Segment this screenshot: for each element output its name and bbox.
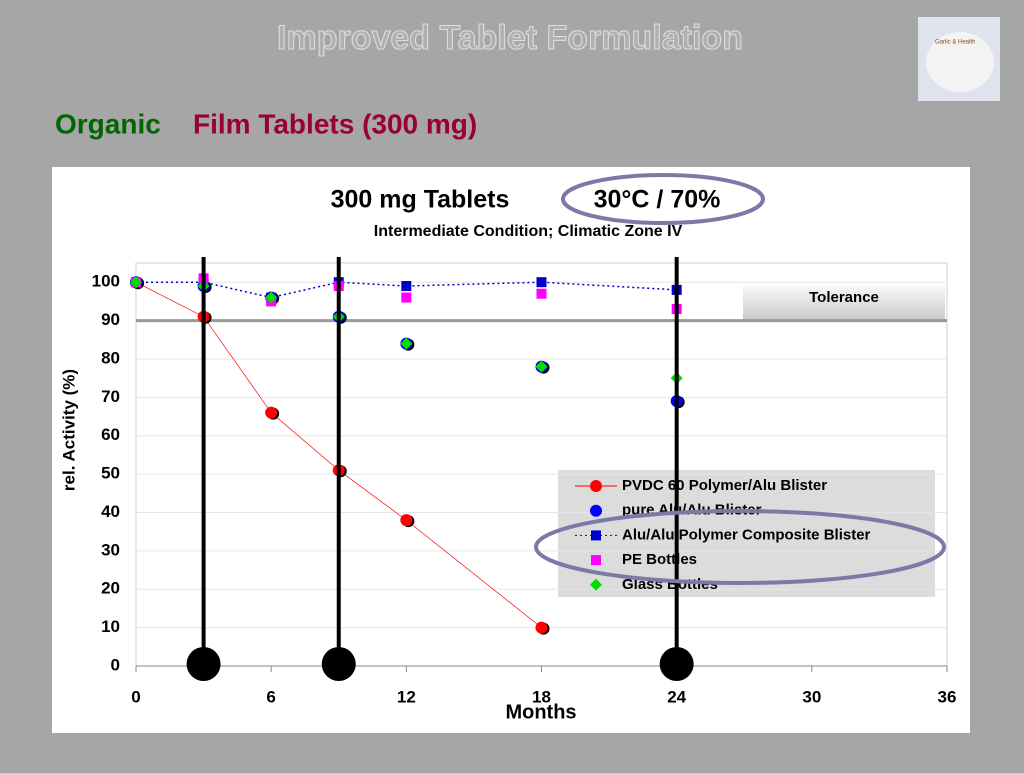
chart-subtitle: Intermediate Condition; Climatic Zone IV (374, 223, 683, 240)
logo-text: Garlic & Health (935, 40, 975, 46)
y-tick-label: 90 (101, 310, 120, 329)
highlight-dot (659, 647, 694, 681)
data-point (401, 281, 412, 292)
data-point (130, 276, 142, 289)
legend-marker (591, 555, 601, 566)
chart-title: 300 mg Tablets (331, 186, 510, 214)
highlight-ellipse (561, 173, 765, 225)
legend-marker (590, 504, 602, 517)
chart-condition: 30°C / 70% (594, 186, 721, 214)
x-tick-label: 30 (802, 687, 821, 706)
legend-label: PVDC 60 Polymer/Alu Blister (622, 477, 827, 494)
x-tick-label: 36 (938, 687, 957, 706)
plot: 0 10 20 30 40 50 60 70 80 90 100 0 6 12 18 24 30 36 PVDC 6… (92, 257, 957, 706)
y-tick-label: 100 (92, 272, 120, 291)
data-point (535, 621, 548, 634)
tolerance-box (743, 281, 945, 321)
data-point (536, 277, 547, 288)
data-point (535, 360, 548, 373)
y-tick-label: 70 (101, 387, 120, 406)
y-tick-label: 50 (101, 464, 120, 483)
x-tick-label: 18 (532, 687, 551, 706)
y-tick-label: 40 (101, 502, 120, 521)
legend-marker (590, 578, 602, 591)
y-tick-label: 10 (101, 617, 120, 636)
data-point (265, 291, 278, 304)
data-point (400, 337, 413, 350)
subtitle-organic: Organic (55, 108, 161, 139)
x-tick-label: 24 (667, 687, 686, 706)
highlight-dot (186, 647, 221, 681)
x-tick-label: 12 (397, 687, 416, 706)
legend-marker (591, 530, 601, 541)
logo-shape (926, 32, 994, 92)
y-tick-label: 80 (101, 348, 120, 367)
highlight-dot (321, 647, 356, 681)
y-axis-label: rel. Activity (%) (59, 369, 78, 491)
data-point (401, 292, 412, 303)
y-tick-label: 60 (101, 425, 120, 444)
data-point (400, 514, 413, 527)
legend-marker (590, 480, 602, 492)
chart-area (52, 167, 970, 733)
legend-label: Alu/Alu Polymer Composite Blister (622, 526, 871, 543)
x-axis-label: Months (505, 701, 576, 723)
tolerance-label: Tolerance (809, 289, 879, 306)
subtitle-rest: Film Tablets (300 mg) (193, 108, 477, 139)
y-tick-label: 0 (111, 655, 120, 674)
legend-label: PE Bottles (622, 551, 697, 568)
data-point (265, 406, 278, 419)
y-tick-label: 20 (101, 579, 120, 598)
x-tick-label: 6 (266, 687, 275, 706)
series-line (135, 281, 542, 628)
y-tick-label: 30 (101, 540, 120, 559)
data-point (536, 288, 547, 299)
highlight-ellipse (534, 509, 946, 585)
x-tick-label: 0 (131, 687, 140, 706)
slide-title: Improved Tablet Formulation (277, 19, 743, 57)
